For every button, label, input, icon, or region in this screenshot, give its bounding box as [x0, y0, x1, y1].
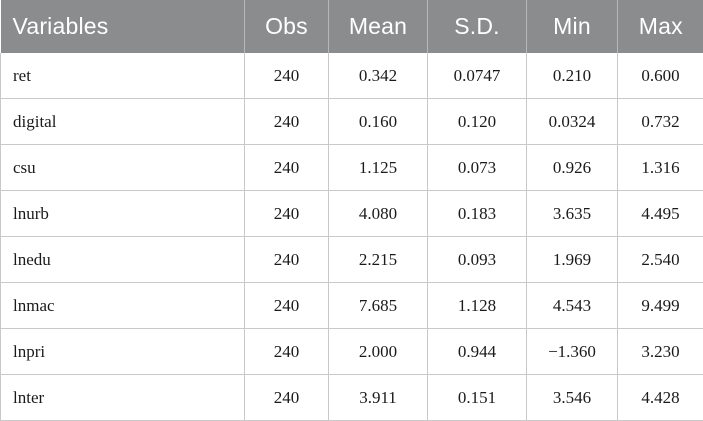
- cell-obs: 240: [245, 237, 329, 283]
- cell-max: 4.495: [618, 191, 703, 237]
- cell-max: 3.230: [618, 329, 703, 375]
- cell-max: 9.499: [618, 283, 703, 329]
- cell-obs: 240: [245, 145, 329, 191]
- cell-variable: digital: [1, 99, 245, 145]
- cell-mean: 3.911: [329, 375, 428, 421]
- table-row: lnter 240 3.911 0.151 3.546 4.428: [1, 375, 703, 421]
- header-mean: Mean: [329, 0, 428, 53]
- cell-mean: 7.685: [329, 283, 428, 329]
- cell-max: 4.428: [618, 375, 703, 421]
- cell-obs: 240: [245, 329, 329, 375]
- table-row: lnmac 240 7.685 1.128 4.543 9.499: [1, 283, 703, 329]
- cell-sd: 0.120: [428, 99, 527, 145]
- header-obs: Obs: [245, 0, 329, 53]
- cell-max: 1.316: [618, 145, 703, 191]
- cell-max: 2.540: [618, 237, 703, 283]
- cell-min: 4.543: [527, 283, 618, 329]
- cell-mean: 4.080: [329, 191, 428, 237]
- table-header-row: Variables Obs Mean S.D. Min Max: [1, 0, 703, 53]
- cell-min: −1.360: [527, 329, 618, 375]
- cell-variable: ret: [1, 53, 245, 99]
- table-row: ret 240 0.342 0.0747 0.210 0.600: [1, 53, 703, 99]
- cell-sd: 0.151: [428, 375, 527, 421]
- table-row: lnedu 240 2.215 0.093 1.969 2.540: [1, 237, 703, 283]
- cell-variable: lnurb: [1, 191, 245, 237]
- cell-mean: 0.160: [329, 99, 428, 145]
- header-max: Max: [618, 0, 703, 53]
- cell-obs: 240: [245, 53, 329, 99]
- cell-min: 3.635: [527, 191, 618, 237]
- cell-variable: lnedu: [1, 237, 245, 283]
- table-row: csu 240 1.125 0.073 0.926 1.316: [1, 145, 703, 191]
- cell-min: 0.926: [527, 145, 618, 191]
- cell-min: 0.0324: [527, 99, 618, 145]
- cell-variable: lnpri: [1, 329, 245, 375]
- cell-variable: csu: [1, 145, 245, 191]
- cell-variable: lnter: [1, 375, 245, 421]
- cell-mean: 0.342: [329, 53, 428, 99]
- table-row: lnurb 240 4.080 0.183 3.635 4.495: [1, 191, 703, 237]
- cell-sd: 0.0747: [428, 53, 527, 99]
- cell-sd: 1.128: [428, 283, 527, 329]
- cell-mean: 1.125: [329, 145, 428, 191]
- cell-variable: lnmac: [1, 283, 245, 329]
- cell-sd: 0.183: [428, 191, 527, 237]
- header-sd: S.D.: [428, 0, 527, 53]
- cell-min: 3.546: [527, 375, 618, 421]
- cell-obs: 240: [245, 99, 329, 145]
- table-row: lnpri 240 2.000 0.944 −1.360 3.230: [1, 329, 703, 375]
- cell-mean: 2.215: [329, 237, 428, 283]
- cell-sd: 0.944: [428, 329, 527, 375]
- table-row: digital 240 0.160 0.120 0.0324 0.732: [1, 99, 703, 145]
- cell-obs: 240: [245, 375, 329, 421]
- cell-max: 0.732: [618, 99, 703, 145]
- cell-obs: 240: [245, 191, 329, 237]
- header-min: Min: [527, 0, 618, 53]
- cell-min: 1.969: [527, 237, 618, 283]
- cell-sd: 0.073: [428, 145, 527, 191]
- cell-mean: 2.000: [329, 329, 428, 375]
- cell-sd: 0.093: [428, 237, 527, 283]
- header-variables: Variables: [1, 0, 245, 53]
- cell-obs: 240: [245, 283, 329, 329]
- cell-min: 0.210: [527, 53, 618, 99]
- cell-max: 0.600: [618, 53, 703, 99]
